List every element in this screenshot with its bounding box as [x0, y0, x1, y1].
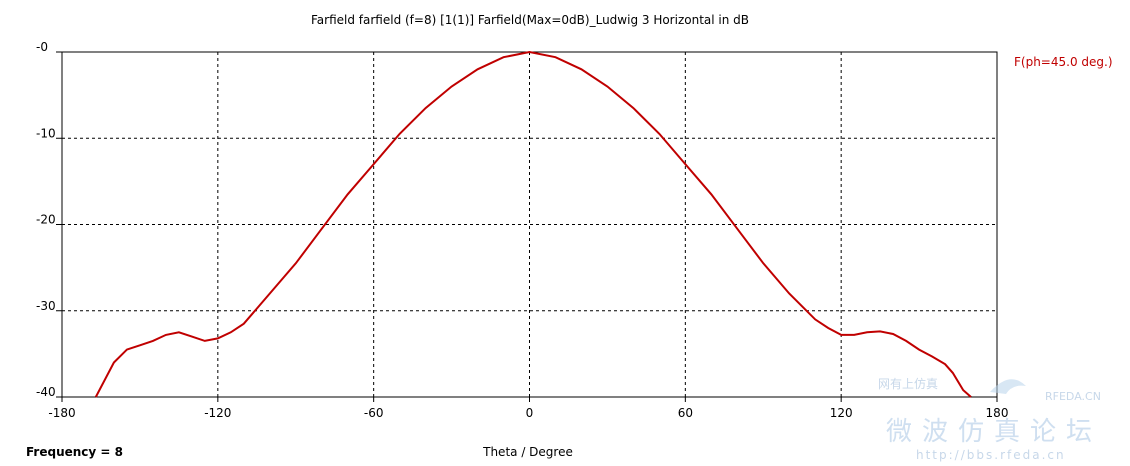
y-axis-ticks: -0 -10 -20 -30 -40: [36, 40, 62, 399]
y-tick-label: -40: [36, 385, 56, 399]
y-tick-label: -0: [36, 40, 48, 54]
x-tick-label: -60: [364, 406, 384, 420]
x-axis-ticks: -180 -120 -60 0 60 120 180: [48, 397, 1008, 420]
watermark-logo-icon: [990, 379, 1026, 394]
legend-entry-ph45: F(ph=45.0 deg.): [1014, 55, 1113, 69]
chart-title: Farfield farfield (f=8) [1(1)] Farfield(…: [311, 13, 749, 27]
watermark-site: RFEDA.CN: [1045, 390, 1101, 403]
watermark-url: http://bbs.rfeda.cn: [916, 448, 1066, 462]
grid-lines: [62, 52, 997, 397]
x-axis-label: Theta / Degree: [482, 445, 573, 459]
y-tick-label: -10: [36, 126, 56, 140]
series-line-ph45: [94, 50, 972, 398]
watermark: 网有上仿真 RFEDA.CN 微波仿真论坛 http://bbs.rfeda.c…: [878, 377, 1102, 462]
x-tick-label: 60: [678, 406, 693, 420]
watermark-cn-large: 微波仿真论坛: [886, 417, 1102, 447]
x-tick-label: 120: [830, 406, 853, 420]
frequency-label: Frequency = 8: [26, 445, 123, 459]
x-tick-label: -180: [48, 406, 75, 420]
y-tick-label: -30: [36, 299, 56, 313]
watermark-cn-small: 网有上仿真: [878, 377, 938, 391]
x-tick-label: 180: [986, 406, 1009, 420]
x-tick-label: 0: [526, 406, 534, 420]
y-tick-label: -20: [36, 213, 56, 227]
x-tick-label: -120: [204, 406, 231, 420]
